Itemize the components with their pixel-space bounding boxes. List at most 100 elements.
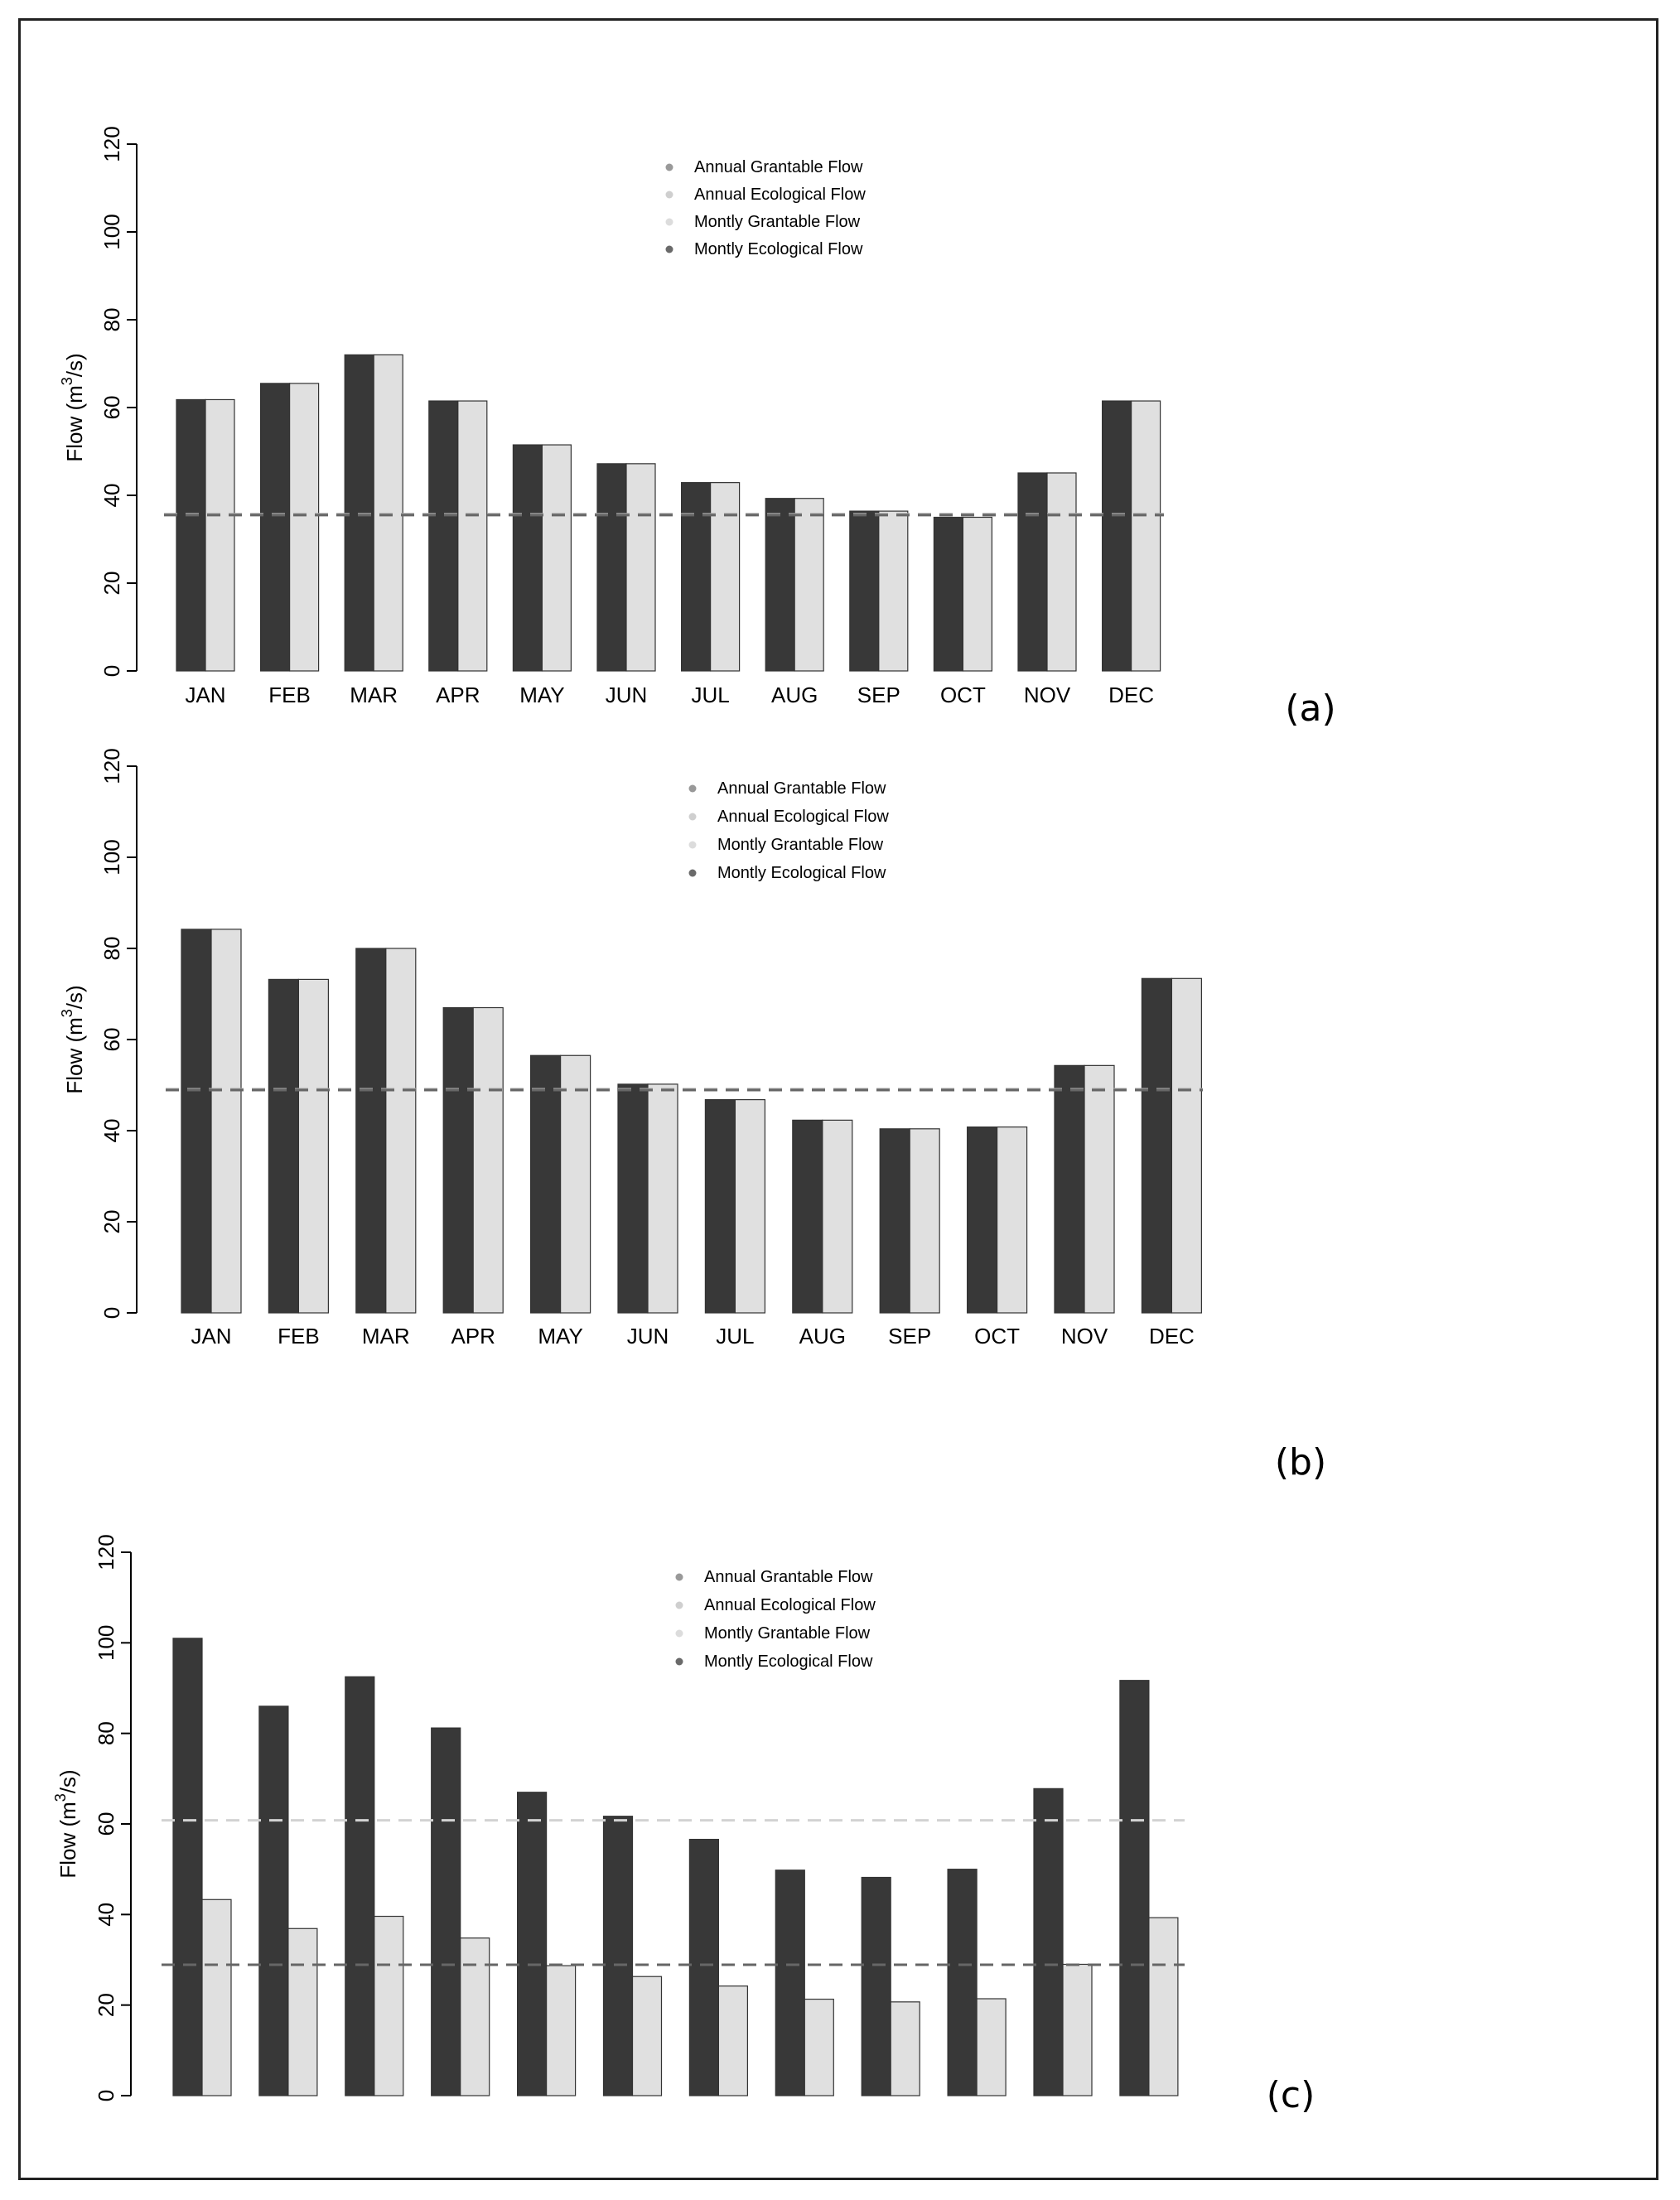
bar-aug-series-1	[765, 498, 795, 672]
bar-apr-series-1	[428, 400, 459, 672]
bar-mar-series-1	[344, 354, 374, 672]
legend-marker	[675, 1657, 683, 1666]
x-tick-label: DEC	[1149, 1324, 1195, 1348]
y-tick-label: 100	[99, 214, 124, 249]
y-axis-title: Flow (m3/s)	[59, 353, 87, 461]
x-tick-label: APR	[436, 683, 480, 707]
bar-jun-series-2	[647, 1083, 678, 1314]
legend-label: Montly Grantable Flow	[717, 836, 884, 854]
bar-apr-series-1	[442, 1006, 474, 1314]
bar-feb-series-1	[258, 1705, 289, 2096]
legend-marker	[688, 841, 697, 849]
bar-sep-series-2	[890, 2001, 920, 2096]
panel-label: (b)	[1275, 1441, 1326, 1484]
legend-label: Annual Ecological Flow	[694, 186, 866, 204]
x-tick-label: OCT	[974, 1324, 1020, 1348]
bar-jun-series-2	[625, 463, 656, 672]
bar-oct-series-2	[976, 1998, 1007, 2096]
x-tick-label: AUG	[771, 683, 818, 707]
bar-feb-series-2	[287, 1927, 318, 2096]
bar-may-series-2	[545, 1965, 577, 2096]
y-tick-label: 60	[99, 396, 124, 420]
legend-label: Montly Grantable Flow	[704, 1624, 871, 1643]
x-tick-label: FEB	[268, 683, 311, 707]
bar-dec-series-2	[1148, 1917, 1179, 2096]
bar-mar-series-2	[374, 1915, 404, 2096]
y-tick-label: 0	[99, 665, 124, 677]
bar-dec-series-1	[1141, 977, 1173, 1314]
y-tick-label: 20	[99, 572, 124, 596]
y-tick-label: 60	[94, 1812, 118, 1836]
legend-label: Montly Ecological Flow	[694, 240, 863, 258]
legend-label: Annual Grantable Flow	[694, 158, 863, 176]
bar-jul-series-1	[704, 1098, 736, 1314]
y-tick-label: 60	[99, 1028, 124, 1052]
bar-feb-series-1	[268, 978, 299, 1314]
bar-aug-series-1	[775, 1870, 805, 2096]
bar-mar-series-2	[373, 354, 403, 672]
bar-jan-series-1	[172, 1638, 203, 2096]
bar-sep-series-2	[909, 1128, 940, 1314]
bar-sep-series-1	[861, 1876, 891, 2096]
bar-may-series-1	[516, 1792, 548, 2096]
bar-jun-series-2	[631, 1976, 663, 2096]
y-tick-label: 100	[99, 839, 124, 875]
figure-frame	[18, 18, 1658, 2180]
x-tick-label: SEP	[888, 1324, 931, 1348]
x-tick-label: NOV	[1024, 683, 1071, 707]
y-tick-label: 40	[94, 1903, 118, 1927]
y-tick-label: 80	[94, 1721, 118, 1745]
bar-oct-series-1	[933, 516, 964, 672]
bar-feb-series-2	[297, 978, 329, 1314]
bar-jan-series-2	[201, 1898, 232, 2096]
y-tick-label: 0	[94, 2090, 118, 2101]
y-tick-label: 120	[94, 1534, 118, 1570]
y-tick-label: 0	[99, 1307, 124, 1319]
legend-marker	[665, 218, 673, 226]
bar-dec-series-1	[1119, 1680, 1150, 2096]
bar-mar-series-2	[385, 948, 417, 1314]
legend-label: Annual Ecological Flow	[704, 1596, 876, 1614]
y-tick-label: 40	[99, 484, 124, 508]
bar-nov-series-2	[1046, 472, 1077, 672]
bar-may-series-2	[541, 444, 572, 672]
legend-label: Annual Ecological Flow	[717, 808, 889, 826]
x-tick-label: OCT	[940, 683, 986, 707]
legend-label: Annual Grantable Flow	[717, 779, 886, 798]
y-tick-label: 120	[99, 748, 124, 784]
bar-oct-series-2	[962, 516, 993, 672]
x-tick-label: APR	[451, 1324, 495, 1348]
bar-apr-series-1	[431, 1727, 461, 2096]
x-tick-label: JUL	[716, 1324, 754, 1348]
bar-mar-series-1	[345, 1676, 375, 2096]
bar-dec-series-1	[1101, 400, 1132, 672]
bar-jul-series-2	[717, 1985, 749, 2096]
x-tick-label: MAY	[538, 1324, 582, 1348]
y-tick-label: 100	[94, 1625, 118, 1661]
bar-nov-series-1	[1017, 472, 1048, 672]
bar-nov-series-1	[1033, 1788, 1064, 2096]
legend-marker	[665, 163, 673, 171]
bar-oct-series-2	[996, 1126, 1028, 1314]
y-axis-title: Flow (m3/s)	[59, 985, 87, 1093]
bar-sep-series-1	[849, 510, 880, 672]
x-tick-label: JUL	[691, 683, 729, 707]
y-axis-title: Flow (m3/s)	[52, 1769, 80, 1878]
legend-marker	[665, 245, 673, 253]
bar-oct-series-1	[966, 1126, 998, 1314]
x-tick-label: NOV	[1061, 1324, 1108, 1348]
bar-jan-series-1	[181, 929, 212, 1314]
x-tick-label: DEC	[1108, 683, 1154, 707]
x-tick-label: JAN	[185, 683, 225, 707]
legend-label: Montly Ecological Flow	[704, 1652, 873, 1671]
bar-dec-series-2	[1130, 400, 1161, 672]
x-tick-label: MAR	[350, 683, 398, 707]
x-tick-label: MAR	[362, 1324, 410, 1348]
bar-jun-series-1	[596, 463, 627, 672]
x-tick-label: FEB	[278, 1324, 320, 1348]
bar-jun-series-1	[602, 1816, 634, 2096]
legend-marker	[688, 869, 697, 877]
